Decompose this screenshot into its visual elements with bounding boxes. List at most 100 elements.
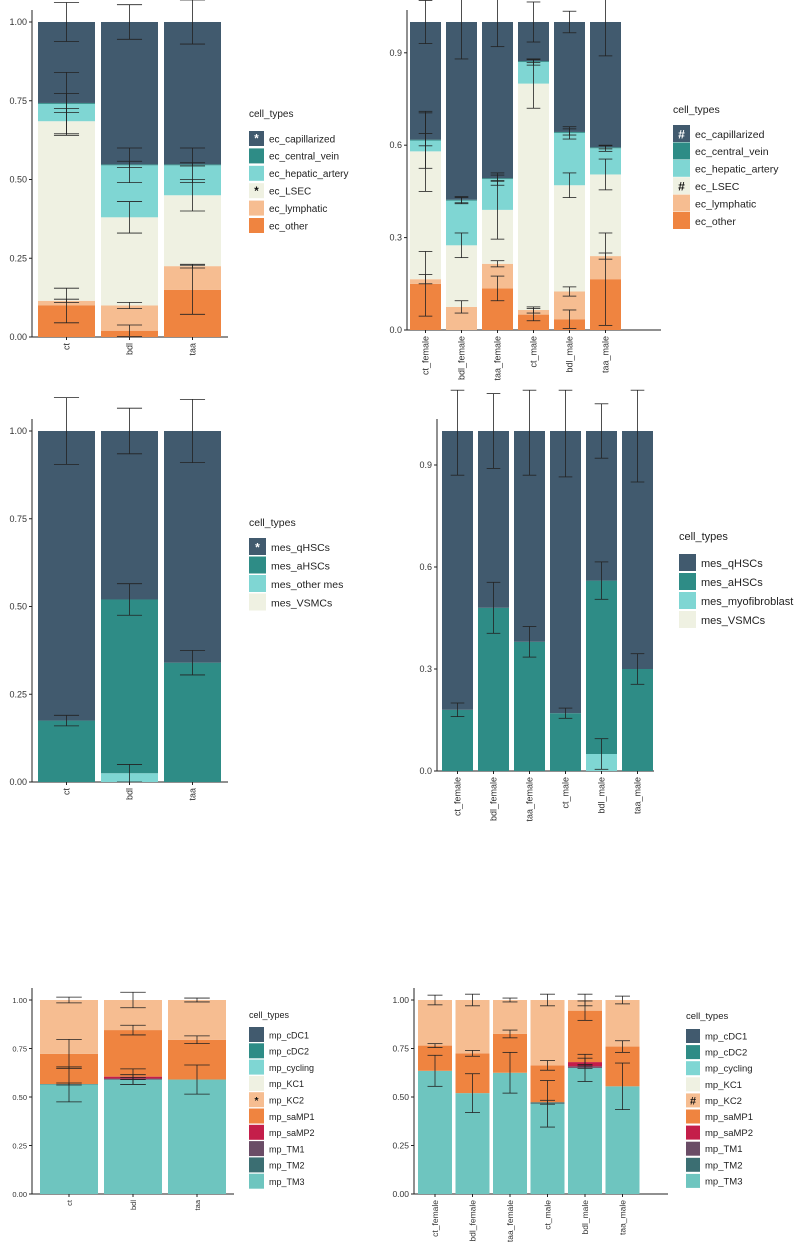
y-tick-label: 0.50 — [392, 1092, 409, 1102]
x-tick-label: ct_female — [453, 777, 463, 816]
legend-mark: * — [255, 540, 260, 554]
legend-title: cell_types — [686, 1011, 728, 1022]
legend-label: ec_other — [269, 221, 309, 232]
y-tick-label: 0.9 — [389, 48, 402, 58]
bar-segment-mes_qHSCs — [442, 431, 473, 710]
legend-swatch — [249, 165, 264, 181]
legend-label: mp_KC2 — [269, 1095, 304, 1105]
legend-swatch — [249, 556, 266, 574]
legend-swatch — [679, 592, 696, 609]
x-tick-label: bdl_female — [457, 336, 467, 380]
legend-label: mes_aHSCs — [701, 577, 763, 589]
bar-segment-ec_LSEC — [554, 185, 585, 292]
x-tick-label: bdl_male — [580, 1200, 590, 1235]
y-tick-label: 0.25 — [12, 1142, 27, 1151]
legend-swatch — [686, 1125, 700, 1140]
bar-segment-mes_qHSCs — [38, 431, 95, 721]
chart-mes_sex: 0.0 0.3 0.6 0.9 ct_female bdl_female taa_femal… — [419, 389, 793, 822]
x-tick-label: ct — [62, 788, 72, 796]
legend-label: mp_cycling — [705, 1064, 753, 1075]
x-tick-label: taa — [188, 788, 198, 801]
legend-swatch — [249, 575, 266, 592]
legend-label: ec_central_vein — [695, 146, 769, 158]
legend-label: ec_capillarized — [695, 129, 765, 141]
legend-label: mp_KC2 — [705, 1096, 742, 1107]
legend-label: mp_KC1 — [269, 1079, 304, 1089]
x-tick-label: bdl — [125, 343, 135, 355]
chart-mes_condition: 0.00 0.25 0.50 0.75 1.00 ct bdl taa cell_types * m… — [9, 397, 343, 801]
x-tick-label: taa — [188, 343, 198, 356]
bar-segment-ec_capillarized — [164, 22, 221, 165]
legend-label: mp_TM2 — [705, 1160, 742, 1171]
legend-swatch — [679, 611, 696, 628]
legend-title: cell_types — [679, 531, 728, 543]
x-tick-label: ct_male — [529, 336, 539, 368]
x-tick-label: ct_female — [421, 336, 431, 375]
legend-swatch — [686, 1029, 700, 1043]
y-tick-label: 0.0 — [389, 325, 402, 335]
legend-label: mes_qHSCs — [701, 558, 763, 570]
y-tick-label: 1.00 — [9, 426, 27, 436]
legend-label: mp_saMP1 — [269, 1112, 315, 1122]
x-tick-label: bdl_female — [468, 1200, 478, 1242]
bar-segment-mes_aHSCs — [586, 580, 617, 754]
legend-label: mp_cDC2 — [269, 1047, 309, 1057]
y-tick-label: 0.3 — [389, 233, 402, 243]
bar-segment-mp_KC2 — [455, 1000, 490, 1054]
x-tick-label: bdl — [129, 1200, 138, 1210]
legend-label: mp_saMP1 — [705, 1112, 753, 1123]
x-tick-label: ct_male — [543, 1200, 553, 1230]
x-tick-label: taa_female — [493, 336, 503, 381]
legend-swatch — [686, 1061, 700, 1076]
legend-label: mp_TM1 — [269, 1144, 305, 1154]
bar-segment-ec_capillarized — [482, 22, 513, 179]
legend-label: mes_other mes — [271, 579, 343, 591]
x-tick-label: ct — [65, 1199, 74, 1206]
legend-swatch — [686, 1173, 700, 1188]
legend-label: ec_hepatic_artery — [269, 169, 349, 180]
legend-mark: # — [678, 179, 685, 193]
chart-ec_condition: 0.00 0.25 0.50 0.75 1.00 ct bdl taa cell_types * e… — [9, 0, 349, 356]
x-tick-label: taa_male — [601, 336, 611, 373]
legend-label: mp_KC1 — [705, 1080, 742, 1091]
legend-mark: # — [690, 1095, 696, 1107]
y-tick-label: 1.00 — [12, 996, 27, 1005]
y-tick-label: 0.0 — [419, 766, 432, 776]
bar-segment-mes_aHSCs — [101, 599, 158, 774]
y-tick-label: 1.00 — [392, 995, 409, 1005]
legend-swatch — [686, 1093, 700, 1108]
bar-segment-mp_TM3 — [40, 1084, 98, 1194]
bar-segment-mp_KC2 — [605, 1000, 640, 1047]
bar-segment-mes_aHSCs — [164, 662, 221, 782]
x-tick-label: bdl_male — [565, 336, 575, 373]
bar-segment-mp_TM3 — [568, 1067, 602, 1194]
x-tick-label: taa_female — [525, 777, 535, 822]
legend-swatch — [249, 593, 266, 611]
legend-swatch — [249, 1157, 264, 1173]
bar-segment-ec_capillarized — [101, 22, 158, 165]
x-tick-label: bdl_female — [489, 777, 499, 821]
x-tick-label: ct — [62, 343, 72, 351]
legend-swatch — [249, 1141, 264, 1157]
bar-segment-mes_aHSCs — [38, 720, 95, 782]
bar-segment-mp_KC2 — [418, 1000, 452, 1046]
x-tick-label: taa_male — [618, 1200, 628, 1235]
bar-segment-mp_TM3 — [104, 1079, 162, 1194]
legend-label: ec_LSEC — [269, 186, 311, 197]
legend-label: mp_saMP2 — [705, 1128, 753, 1139]
legend-label: mp_TM3 — [705, 1176, 742, 1187]
legend-swatch — [686, 1077, 700, 1092]
bar-segment-ec_LSEC — [38, 121, 95, 301]
legend-mark: * — [254, 186, 259, 198]
legend-label: mes_aHSCs — [271, 560, 330, 572]
chart-mp_sex: 0.00 0.25 0.50 0.75 1.00 ct_female bdl_female t… — [392, 988, 753, 1242]
legend-swatch — [679, 573, 696, 590]
y-tick-label: 0.50 — [12, 1093, 27, 1102]
legend-swatch — [249, 148, 264, 164]
legend-label: ec_other — [695, 216, 736, 228]
legend-swatch — [249, 131, 264, 146]
bar-segment-ec_other — [518, 314, 549, 330]
legend-swatch — [249, 1043, 264, 1059]
legend-label: ec_central_vein — [269, 152, 339, 163]
